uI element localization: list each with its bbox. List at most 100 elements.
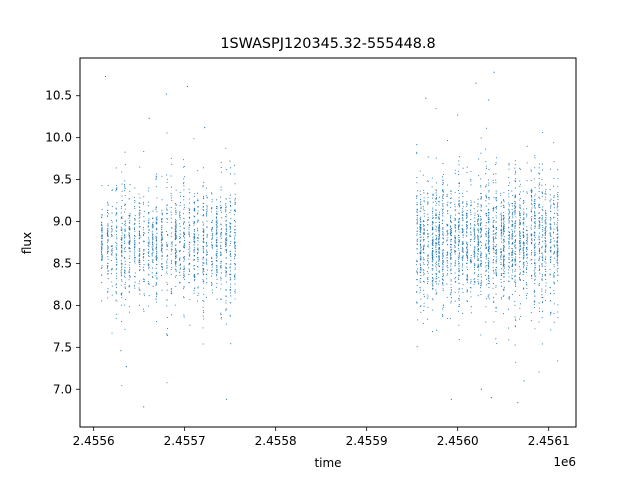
data-point bbox=[500, 256, 502, 258]
data-point bbox=[161, 226, 163, 228]
data-point bbox=[526, 162, 528, 164]
data-point bbox=[522, 233, 524, 235]
data-point bbox=[474, 281, 476, 283]
data-point bbox=[512, 252, 514, 254]
data-point bbox=[100, 254, 103, 256]
data-point bbox=[508, 257, 510, 259]
data-point bbox=[220, 209, 222, 211]
data-point bbox=[550, 238, 552, 241]
data-point bbox=[220, 262, 222, 264]
data-point bbox=[234, 193, 236, 195]
data-point bbox=[420, 298, 422, 300]
data-point bbox=[205, 261, 207, 263]
data-point bbox=[533, 178, 535, 180]
data-point bbox=[148, 229, 150, 231]
data-point bbox=[427, 260, 429, 262]
data-point bbox=[234, 283, 236, 285]
data-point bbox=[538, 172, 540, 174]
data-point bbox=[519, 294, 521, 296]
data-point bbox=[480, 262, 482, 264]
data-point bbox=[170, 314, 173, 316]
data-point bbox=[556, 230, 559, 232]
data-point bbox=[545, 244, 547, 246]
data-point bbox=[138, 237, 140, 240]
data-point bbox=[534, 279, 536, 281]
data-point bbox=[519, 315, 521, 318]
data-point bbox=[553, 199, 555, 202]
data-point bbox=[432, 194, 434, 196]
data-point bbox=[502, 219, 505, 221]
data-point bbox=[420, 256, 422, 258]
data-point bbox=[544, 219, 546, 221]
data-point bbox=[129, 269, 131, 271]
data-point bbox=[495, 253, 497, 255]
data-point bbox=[508, 234, 510, 236]
data-point bbox=[470, 204, 472, 206]
data-point bbox=[427, 264, 429, 266]
data-point bbox=[511, 190, 513, 192]
data-point bbox=[480, 281, 482, 283]
data-point bbox=[100, 274, 103, 276]
data-point bbox=[545, 218, 547, 220]
data-point bbox=[514, 227, 516, 229]
data-point bbox=[487, 296, 489, 298]
data-point bbox=[211, 246, 213, 248]
data-point bbox=[534, 251, 536, 253]
data-point bbox=[107, 239, 109, 241]
data-point bbox=[493, 206, 495, 208]
data-point bbox=[495, 164, 497, 166]
data-point bbox=[493, 71, 495, 73]
data-point bbox=[148, 117, 150, 119]
data-point bbox=[473, 283, 475, 285]
data-point bbox=[525, 229, 528, 231]
data-point bbox=[525, 213, 527, 215]
data-point bbox=[438, 221, 440, 223]
data-point bbox=[544, 227, 546, 229]
data-point bbox=[508, 296, 510, 298]
data-point bbox=[442, 261, 444, 263]
data-point bbox=[220, 236, 222, 238]
data-point bbox=[116, 272, 118, 274]
data-point bbox=[442, 270, 444, 272]
data-point bbox=[522, 253, 525, 255]
data-point bbox=[203, 280, 205, 282]
data-point bbox=[550, 219, 552, 221]
data-point bbox=[492, 233, 494, 235]
data-point bbox=[557, 267, 559, 270]
data-point bbox=[514, 258, 516, 260]
data-point bbox=[500, 192, 502, 194]
data-point bbox=[500, 255, 502, 257]
data-point bbox=[193, 244, 195, 246]
data-point bbox=[495, 246, 497, 248]
data-point bbox=[138, 289, 140, 291]
data-point bbox=[530, 254, 532, 256]
data-point bbox=[492, 237, 494, 239]
data-point bbox=[487, 283, 489, 285]
data-point bbox=[111, 250, 113, 252]
data-point bbox=[449, 229, 451, 231]
data-point bbox=[226, 250, 228, 252]
data-point bbox=[487, 234, 490, 236]
data-point bbox=[492, 210, 494, 212]
data-point bbox=[557, 198, 559, 201]
data-point bbox=[533, 221, 535, 223]
data-point bbox=[129, 247, 131, 250]
data-point bbox=[493, 233, 495, 235]
data-point bbox=[128, 271, 130, 273]
data-point bbox=[466, 218, 468, 220]
data-point bbox=[165, 93, 168, 95]
data-point bbox=[493, 256, 495, 258]
data-point bbox=[515, 178, 517, 180]
data-point bbox=[436, 277, 438, 279]
data-point bbox=[155, 283, 157, 285]
data-point bbox=[466, 268, 469, 271]
data-point bbox=[204, 127, 206, 129]
data-point bbox=[148, 212, 150, 214]
data-point bbox=[446, 274, 448, 276]
data-point bbox=[416, 301, 418, 304]
data-point bbox=[188, 217, 190, 219]
data-point bbox=[189, 254, 191, 256]
data-point bbox=[549, 168, 552, 170]
data-point bbox=[438, 252, 440, 254]
data-point bbox=[553, 282, 555, 284]
